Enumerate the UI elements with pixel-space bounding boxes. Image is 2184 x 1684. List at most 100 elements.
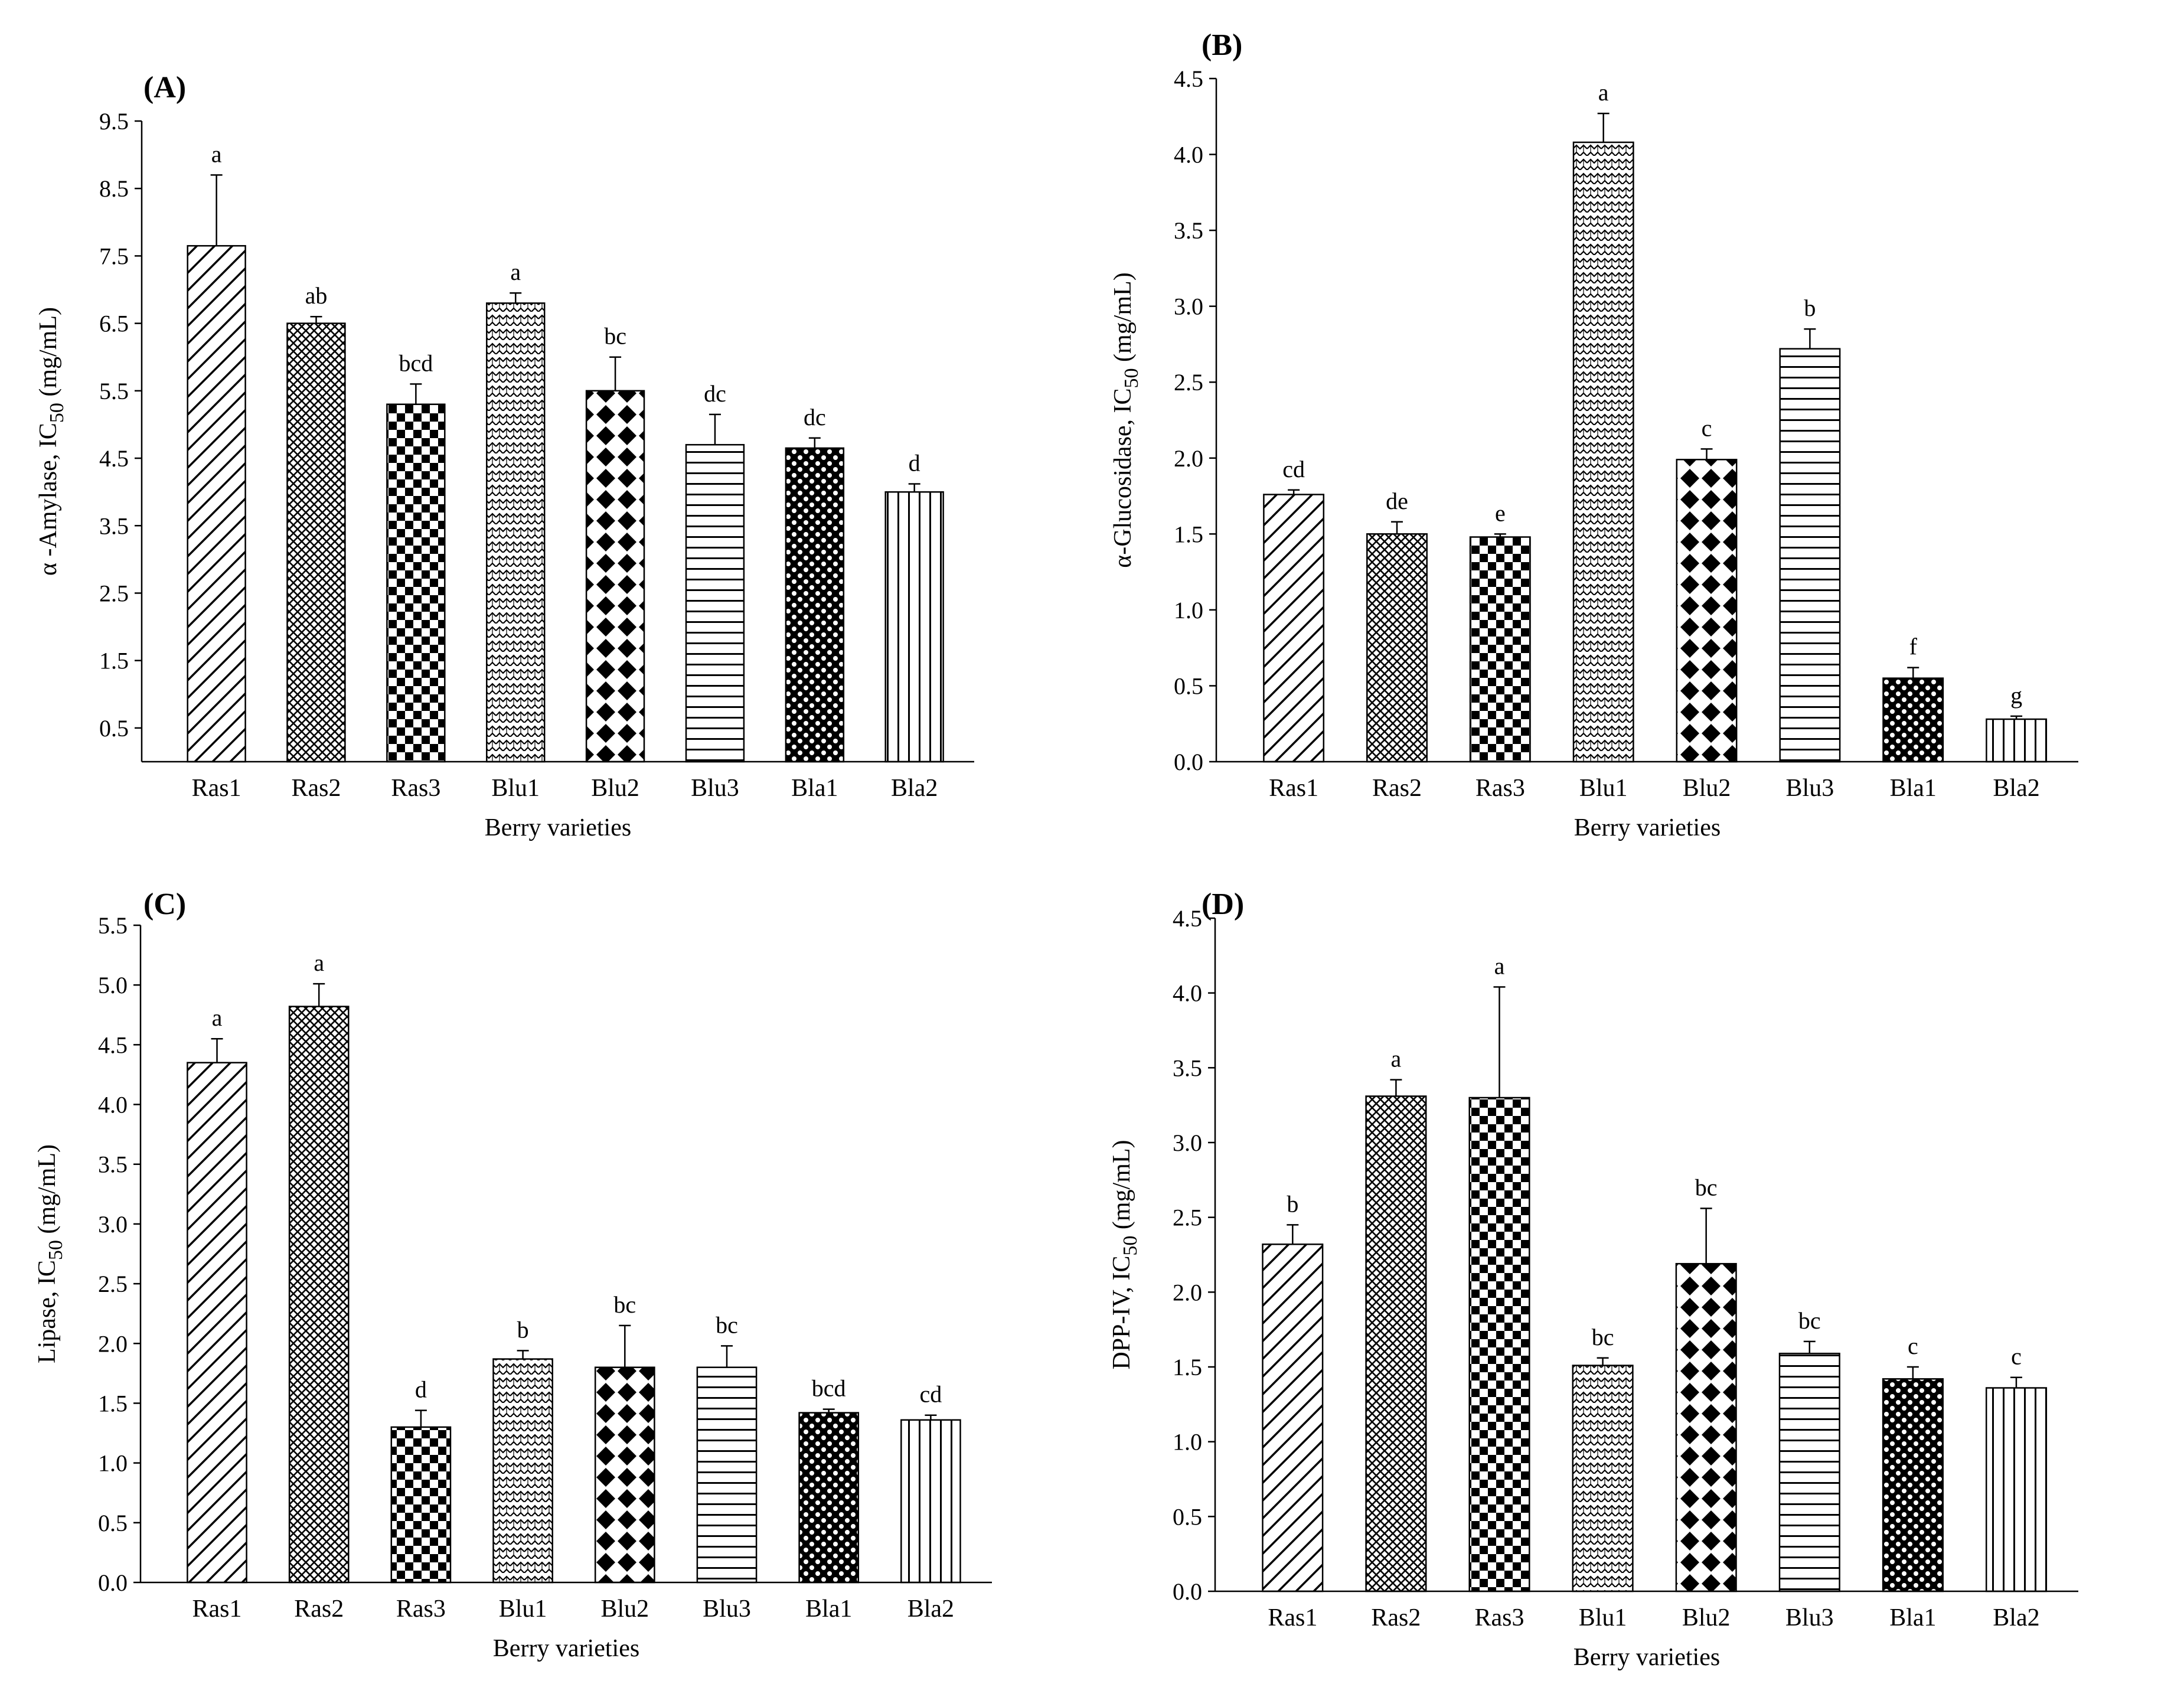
y-tick-label: 1.0	[1173, 1429, 1202, 1455]
bar-blu2	[1675, 1262, 1737, 1592]
y-tick-label: 1.5	[99, 648, 129, 674]
x-tick-label: Bla2	[891, 775, 938, 802]
y-tick-label: 2.0	[98, 1330, 128, 1357]
y-tick-label: 4.0	[98, 1092, 128, 1118]
x-tick-label: Blu3	[703, 1595, 751, 1623]
x-tick-label: Ras3	[1475, 775, 1525, 802]
significance-letter: c	[1702, 415, 1712, 441]
significance-letter: bcd	[812, 1375, 846, 1402]
x-tick-label: Bla1	[1889, 1604, 1936, 1631]
chart-panel-2: (B) cd Ras1 de Ras2 e Ras3 a Blu1 c Blu2 b Blu3 f Bla1…	[1109, 28, 2078, 841]
bar-blu3	[685, 443, 745, 763]
significance-letter: bcd	[399, 350, 433, 376]
bar-ras1	[187, 1062, 247, 1584]
y-tick-label: 0.0	[98, 1569, 128, 1596]
x-axis-title: Berry varieties	[485, 814, 631, 841]
significance-letter: de	[1386, 488, 1408, 514]
bar-ras3	[1468, 1096, 1530, 1592]
significance-letter: e	[1495, 500, 1506, 526]
x-tick-label: Bla2	[1993, 1604, 2039, 1631]
bar-bla1	[1882, 677, 1944, 763]
x-tick-label: Bla1	[791, 775, 838, 802]
bar-bla2	[884, 491, 944, 763]
bar-blu1	[486, 302, 546, 763]
y-tick-label: 0.5	[98, 1510, 128, 1536]
significance-letter: dc	[804, 404, 826, 430]
x-axis-title: Berry varieties	[1573, 1644, 1720, 1671]
y-tick-label: 3.0	[1173, 1130, 1202, 1156]
x-tick-label: Ras3	[1474, 1604, 1524, 1631]
x-tick-label: Ras2	[1372, 775, 1422, 802]
y-axis-title: Lipase, IC50 (mg/mL)	[34, 1144, 67, 1363]
y-tick-label: 1.5	[1173, 1354, 1202, 1381]
y-axis-title: DPP-IV, IC50 (mg/mL)	[1108, 1140, 1141, 1369]
significance-letter: c	[1908, 1333, 1918, 1359]
y-tick-label: 2.0	[1174, 445, 1203, 472]
bar-blu1	[492, 1358, 553, 1584]
y-tick-label: 0.5	[1174, 673, 1203, 699]
significance-letter: cd	[1282, 456, 1305, 482]
significance-letter: bc	[613, 1291, 636, 1318]
y-tick-label: 0.0	[1173, 1578, 1202, 1605]
chart-panel-1: (A) a Ras1 ab Ras2 bcd Ras3 a Blu1 bc Blu2 dc Blu3 dc…	[35, 71, 974, 841]
y-tick-label: 5.0	[98, 972, 128, 998]
significance-letter: bc	[1798, 1307, 1821, 1334]
significance-letter: ab	[305, 282, 328, 309]
significance-letter: bc	[604, 323, 626, 350]
bar-ras2	[286, 322, 346, 763]
significance-letter: c	[2011, 1343, 2022, 1370]
y-tick-label: 0.0	[1174, 749, 1203, 775]
x-tick-label: Bla2	[1993, 775, 2039, 802]
y-axis-title-main: Lipase, IC	[34, 1260, 61, 1363]
bar-bla2	[1985, 1387, 2048, 1592]
x-tick-label: Blu3	[1786, 775, 1834, 802]
x-tick-label: Bla2	[907, 1595, 954, 1623]
significance-letter: a	[314, 949, 324, 976]
significance-letter: a	[1598, 79, 1609, 106]
significance-letter: b	[517, 1316, 529, 1343]
significance-letter: a	[510, 259, 521, 285]
y-tick-label: 4.5	[98, 1032, 128, 1058]
significance-letter: dc	[704, 380, 726, 407]
y-tick-label: 8.5	[99, 175, 129, 202]
panel-letter: (B)	[1202, 28, 1242, 62]
significance-letter: a	[211, 141, 222, 167]
significance-letter: f	[1909, 634, 1918, 660]
significance-letter: bc	[716, 1311, 738, 1338]
bar-ras2	[1365, 1095, 1427, 1592]
bar-ras3	[386, 403, 446, 763]
significance-letter: g	[2010, 682, 2022, 709]
bar-ras3	[390, 1426, 452, 1584]
y-tick-label: 1.5	[98, 1390, 128, 1417]
chart-panel-3: (C) a Ras1 a Ras2 d Ras3 b Blu1 bc Blu2 bc Blu3 bcd Bl…	[34, 887, 992, 1662]
x-tick-label: Blu2	[600, 1595, 649, 1623]
bar-ras1	[1262, 1244, 1324, 1592]
bar-bla2	[1986, 718, 2048, 763]
y-tick-label: 1.5	[1174, 521, 1203, 547]
significance-letter: b	[1804, 295, 1816, 321]
y-tick-label: 0.5	[1173, 1503, 1202, 1530]
bar-blu3	[1779, 348, 1841, 763]
bar-blu3	[1778, 1352, 1840, 1592]
y-axis-title-subscript: 50	[45, 1240, 67, 1260]
bar-ras1	[187, 245, 246, 763]
bar-ras1	[1263, 494, 1325, 763]
y-axis-title-unit: (mg/mL)	[1108, 1140, 1135, 1235]
y-tick-label: 4.5	[99, 445, 129, 472]
y-tick-label: 4.5	[1174, 66, 1203, 92]
y-tick-label: 5.5	[99, 378, 129, 404]
significance-letter: a	[212, 1004, 223, 1031]
significance-letter: cd	[920, 1381, 942, 1408]
x-tick-label: Bla1	[805, 1595, 852, 1623]
y-tick-label: 1.0	[98, 1450, 128, 1477]
y-tick-label: 3.0	[98, 1211, 128, 1238]
significance-letter: d	[909, 450, 920, 477]
y-tick-label: 3.5	[1173, 1055, 1202, 1081]
y-axis-title: α -Amylase, IC50 (mg/mL)	[35, 307, 68, 576]
panel-letter: (C)	[143, 887, 186, 921]
panel-letter: (D)	[1202, 887, 1244, 921]
y-tick-label: 5.5	[98, 912, 128, 939]
y-tick-label: 2.5	[99, 580, 129, 606]
significance-letter: a	[1494, 953, 1505, 980]
